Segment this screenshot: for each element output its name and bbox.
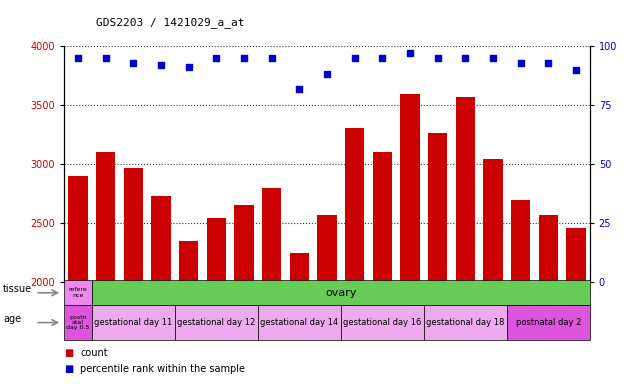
Bar (507, 305, 590, 340)
Text: gestational day 18: gestational day 18 (426, 318, 504, 327)
Text: ■: ■ (64, 364, 73, 374)
Point (322, 71, 332, 78)
Bar (64, 280, 92, 305)
Bar (317, 215, 337, 384)
Bar (151, 196, 171, 384)
Bar (341, 305, 424, 340)
Bar (538, 215, 558, 384)
Bar (96, 152, 115, 384)
Bar (64, 305, 92, 340)
Text: gestational day 12: gestational day 12 (177, 318, 255, 327)
Text: percentile rank within the sample: percentile rank within the sample (80, 364, 245, 374)
Point (211, 55, 221, 61)
Text: refere
nce: refere nce (69, 287, 87, 298)
Text: GDS2203 / 1421029_a_at: GDS2203 / 1421029_a_at (96, 17, 245, 28)
Bar (400, 94, 420, 384)
Point (267, 55, 277, 61)
Bar (258, 305, 341, 340)
Bar (456, 97, 475, 384)
Point (460, 55, 470, 61)
Bar (566, 228, 586, 384)
Point (515, 60, 526, 66)
Bar (290, 253, 309, 384)
Bar (428, 134, 447, 384)
Point (156, 62, 166, 68)
Point (294, 86, 304, 92)
Text: tissue: tissue (3, 284, 32, 294)
Bar (372, 152, 392, 384)
Point (488, 55, 498, 61)
Point (128, 60, 138, 66)
Text: gestational day 11: gestational day 11 (94, 318, 172, 327)
Bar (92, 305, 175, 340)
Point (570, 67, 581, 73)
Bar (206, 218, 226, 384)
Point (377, 55, 387, 61)
Text: count: count (80, 348, 108, 358)
Text: postnatal day 2: postnatal day 2 (515, 318, 581, 327)
Point (433, 55, 443, 61)
Bar (424, 305, 507, 340)
Point (183, 64, 194, 70)
Text: age: age (3, 314, 21, 324)
Bar (124, 168, 143, 384)
Bar (68, 176, 88, 384)
Point (101, 55, 111, 61)
Bar (262, 188, 281, 384)
Bar (234, 205, 254, 384)
Bar (179, 241, 198, 384)
Point (349, 55, 360, 61)
Point (404, 50, 415, 56)
Text: ■: ■ (64, 348, 73, 358)
Point (239, 55, 249, 61)
Text: gestational day 14: gestational day 14 (260, 318, 338, 327)
Bar (175, 305, 258, 340)
Bar (345, 127, 364, 384)
Text: gestational day 16: gestational day 16 (343, 318, 421, 327)
Text: ovary: ovary (325, 288, 356, 298)
Text: postn
atal
day 0.5: postn atal day 0.5 (66, 314, 90, 331)
Bar (511, 200, 530, 384)
Bar (483, 159, 503, 384)
Point (543, 60, 553, 66)
Point (73, 55, 83, 61)
